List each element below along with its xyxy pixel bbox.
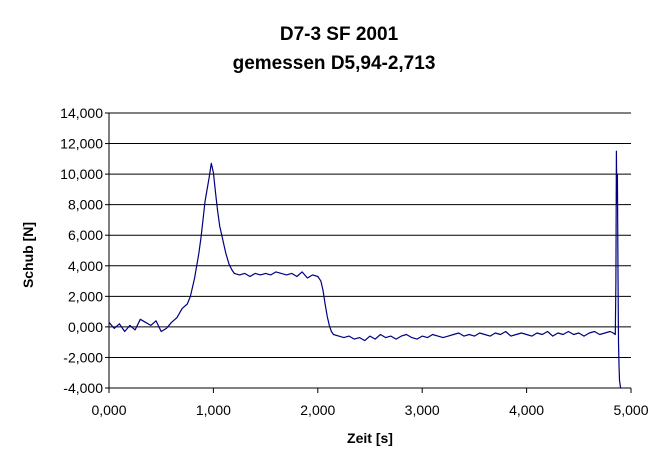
y-tick-label: 0,000 bbox=[68, 319, 103, 335]
y-tick-label: 6,000 bbox=[68, 227, 103, 243]
y-tick-label: 2,000 bbox=[68, 288, 103, 304]
y-tick-label: -4,000 bbox=[63, 380, 103, 396]
y-tick-labels: -4,000 -2,000 0,000 2,000 4,000 6,000 8,000 10,… bbox=[60, 105, 103, 396]
x-tick-label: 1,000 bbox=[196, 402, 231, 418]
y-tick-label: 8,000 bbox=[68, 197, 103, 213]
x-axis-label: Zeit [s] bbox=[347, 430, 393, 446]
x-tick-label: 0,000 bbox=[91, 402, 126, 418]
y-tick-label: -2,000 bbox=[63, 349, 103, 365]
x-tick-label: 5,000 bbox=[613, 402, 648, 418]
x-tick-label: 3,000 bbox=[405, 402, 440, 418]
y-tick-label: 14,000 bbox=[60, 105, 103, 121]
y-tick-label: 4,000 bbox=[68, 258, 103, 274]
y-tick-label: 12,000 bbox=[60, 136, 103, 152]
series-line bbox=[108, 150, 622, 389]
chart-subtitle: gemessen D5,94-2,713 bbox=[233, 53, 436, 74]
x-tick-label: 2,000 bbox=[300, 402, 335, 418]
y-axis-label: Schub [N] bbox=[20, 222, 36, 288]
axes bbox=[105, 112, 632, 393]
x-tick-labels: 0,000 1,000 2,000 3,000 4,000 5,000 bbox=[91, 402, 648, 418]
x-tick-label: 4,000 bbox=[509, 402, 544, 418]
y-tick-label: 10,000 bbox=[60, 166, 103, 182]
series-group bbox=[108, 150, 622, 389]
chart-title: D7-3 SF 2001 bbox=[280, 24, 399, 45]
gridlines bbox=[109, 112, 631, 389]
